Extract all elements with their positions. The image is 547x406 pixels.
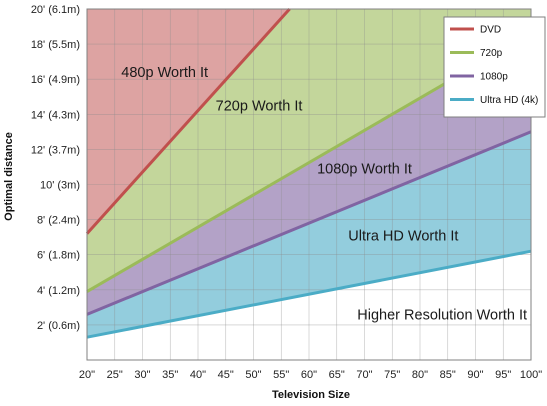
y-tick-label: 10' (3m) [40, 180, 80, 192]
x-tick-label: 100" [520, 369, 542, 381]
y-tick-label: 8' (2.4m) [37, 215, 80, 227]
x-tick-label: 85" [440, 369, 456, 381]
region-label: 720p Worth It [216, 99, 303, 115]
x-tick-label: 55" [273, 369, 289, 381]
legend: DVD 720p 1080p Ultra HD (4k) [443, 16, 546, 118]
y-tick-label: 16' (4.9m) [31, 74, 80, 86]
y-axis-title: Optimal distance [3, 132, 15, 221]
series-line-ultra-hd-4k [86, 249, 532, 339]
x-tick-label: 80" [412, 369, 428, 381]
y-tick-label: 12' (3.7m) [31, 144, 80, 156]
x-tick-label: 35" [162, 369, 178, 381]
series-line-1080p [86, 130, 532, 316]
y-tick-label: 4' (1.2m) [37, 285, 80, 297]
x-axis-title: Television Size [272, 389, 350, 401]
y-tick-label: 18' (5.5m) [31, 39, 80, 51]
x-tick-label: 50" [245, 369, 261, 381]
y-tick-labels: 2' (0.6m) 4' (1.2m) 6' (1.8m) 8' (2.4m) 10' … [31, 4, 80, 332]
x-tick-labels: 20" 25" 30" 35" 40" 45" 50" 55" 60" 65" 70" 75" 80" 8… [79, 369, 542, 381]
legend-entry: 720p [480, 48, 503, 59]
legend-entry: DVD [480, 25, 501, 36]
y-tick-label: 20' (6.1m) [31, 4, 80, 16]
x-tick-label: 25" [107, 369, 123, 381]
region-labels: 480p Worth It 720p Worth It 1080p Worth It… [121, 65, 527, 323]
x-tick-label: 75" [384, 369, 400, 381]
x-tick-label: 65" [329, 369, 345, 381]
x-tick-label: 40" [190, 369, 206, 381]
x-tick-label: 45" [218, 369, 234, 381]
region-label: Ultra HD Worth It [348, 228, 458, 244]
region-label: 1080p Worth It [317, 162, 412, 178]
legend-entry: 1080p [480, 72, 508, 83]
x-tick-label: 60" [301, 369, 317, 381]
series-line-dvd [85, 7, 291, 235]
y-tick-label: 14' (4.3m) [31, 109, 80, 121]
region-label: Higher Resolution Worth It [357, 307, 527, 323]
x-tick-label: 90" [467, 369, 483, 381]
x-tick-label: 70" [356, 369, 372, 381]
y-tick-label: 6' (1.8m) [37, 250, 80, 262]
legend-entry: Ultra HD (4k) [480, 95, 538, 106]
region-label: 480p Worth It [121, 65, 208, 81]
plot-frame [86, 8, 532, 361]
y-tick-label: 2' (0.6m) [37, 320, 80, 332]
x-tick-label: 95" [495, 369, 511, 381]
x-tick-label: 30" [134, 369, 150, 381]
x-tick-label: 20" [79, 369, 95, 381]
